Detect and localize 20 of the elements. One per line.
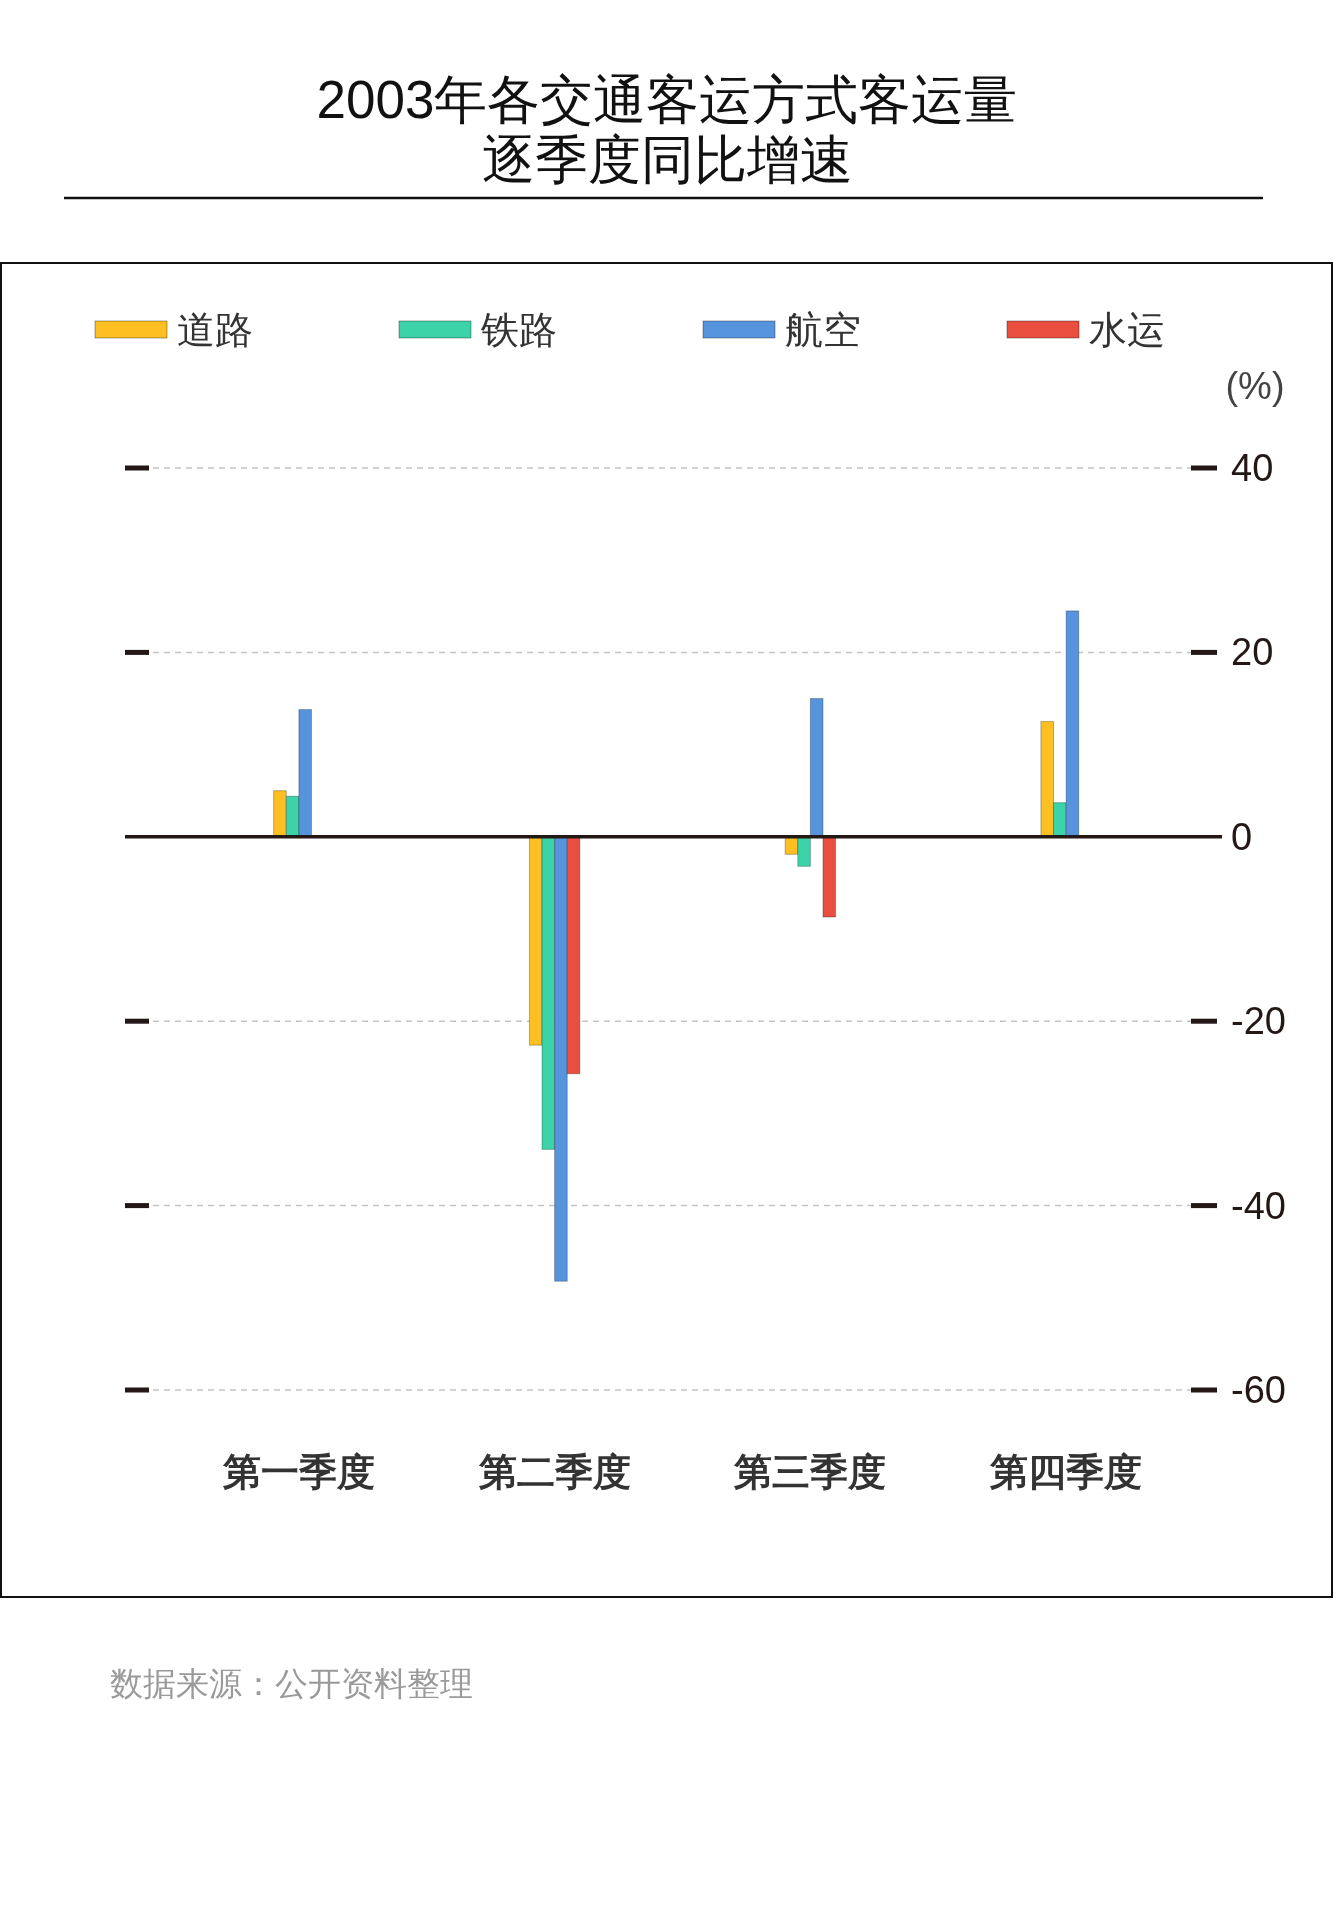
legend-label: 道路 (177, 309, 253, 351)
ytick: -60 (1231, 1369, 1286, 1411)
annotation: 数据来源：公开资料整理 (110, 1664, 473, 1702)
legend-label: 水运 (1089, 309, 1165, 351)
ylabel: (%) (1225, 365, 1285, 407)
xtick: 第三季度 (734, 1451, 887, 1493)
bar (809, 698, 824, 838)
ytick: 20 (1231, 631, 1274, 674)
legend-label: 航空 (785, 309, 861, 351)
xtick: 第二季度 (478, 1451, 631, 1493)
title: 逐季度同比增速 (481, 130, 853, 189)
bar (822, 836, 837, 918)
ytick: -40 (1231, 1184, 1286, 1227)
ytick: 0 (1231, 815, 1253, 858)
legend-label: 铁路 (481, 309, 557, 351)
title: 2003年各交通客运方式客运量 (316, 70, 1018, 129)
ytick: -20 (1231, 1000, 1286, 1043)
xtick: 第一季度 (222, 1451, 375, 1493)
xtick: 第四季度 (990, 1451, 1143, 1493)
ytick: 40 (1231, 447, 1274, 489)
